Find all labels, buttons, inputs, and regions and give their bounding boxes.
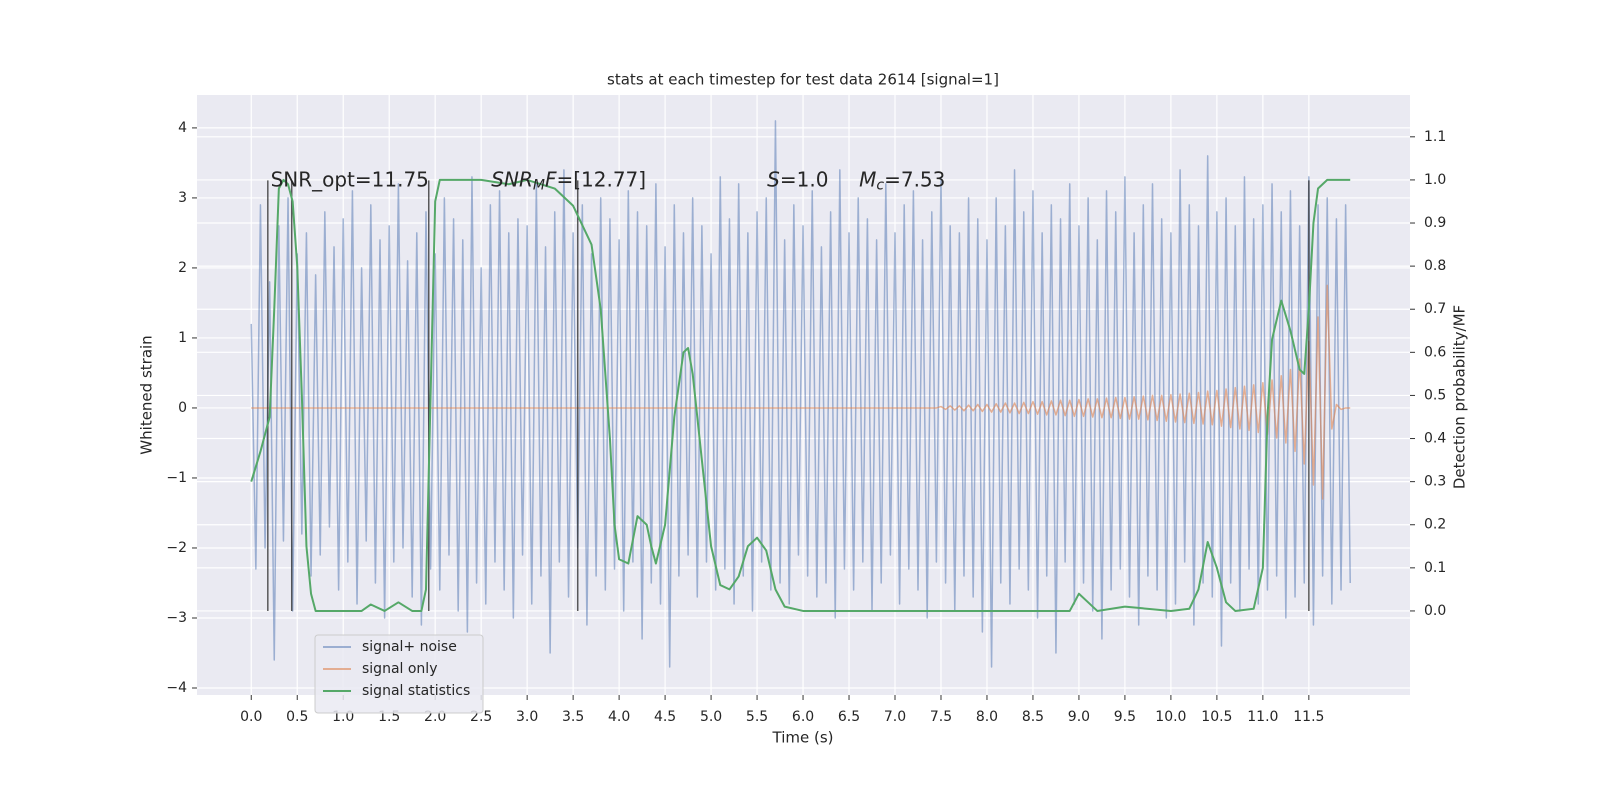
y2-tick-label: 0.3 [1424, 474, 1446, 490]
x-tick-label: 4.0 [608, 709, 630, 725]
annotation-part: SNR [491, 167, 533, 191]
annotation-part: =7.53 [884, 167, 945, 191]
y-tick-label: −3 [166, 610, 187, 626]
y-tick-label: 0 [178, 400, 187, 416]
y2-tick-label: 0.2 [1424, 517, 1446, 533]
y2-tick-label: 1.1 [1424, 129, 1446, 145]
annotation-part: c [876, 178, 884, 194]
y-tick-label: 4 [178, 120, 187, 136]
legend-label: signal+ noise [362, 639, 457, 655]
x-tick-label: 9.0 [1068, 709, 1090, 725]
y-tick-label: 1 [178, 330, 187, 346]
annotation: S=1.0 [767, 167, 828, 191]
x-tick-label: 4.5 [654, 709, 676, 725]
y2-tick-label: 0.1 [1424, 560, 1446, 576]
y2-tick-label: 1.0 [1424, 172, 1446, 188]
x-tick-label: 7.0 [884, 709, 906, 725]
y-tick-label: −1 [166, 470, 187, 486]
x-tick-label: 3.0 [516, 709, 538, 725]
x-tick-label: 7.5 [930, 709, 952, 725]
x-tick-label: 10.0 [1155, 709, 1186, 725]
annotation-part: =[12.77] [556, 167, 646, 191]
series-line [250, 120, 1351, 668]
annotation-part: M [533, 178, 545, 194]
annotation: SNR_opt=11.75 [271, 167, 429, 191]
x-tick-label: 11.0 [1247, 709, 1278, 725]
x-tick-label: 5.0 [700, 709, 722, 725]
legend-box [314, 634, 484, 714]
annotation-part: M [859, 167, 876, 191]
x-tick-label: 6.5 [838, 709, 860, 725]
x-tick-label: 11.5 [1293, 709, 1324, 725]
y-tick-label: 2 [178, 260, 187, 276]
y-tick-label: 3 [178, 190, 187, 206]
x-tick-label: 5.5 [746, 709, 768, 725]
x-tick-label: 10.5 [1201, 709, 1232, 725]
annotation: Mc=7.53 [859, 167, 945, 194]
y2-tick-label: 0.6 [1424, 344, 1446, 360]
annotation: SNRMF=[12.77] [491, 167, 646, 194]
legend-label: signal statistics [362, 683, 470, 699]
x-tick-label: 8.5 [1022, 709, 1044, 725]
x-axis-label: Time (s) [772, 729, 834, 747]
annotation-part: F [545, 167, 557, 191]
y-tick-label: −2 [166, 540, 187, 556]
y-axis-label: Whitened strain [138, 335, 156, 454]
annotation-part: S [767, 167, 780, 191]
x-tick-label: 8.0 [976, 709, 998, 725]
y2-tick-label: 0.0 [1424, 603, 1446, 619]
legend: signal+ noise signal only signal statistic… [314, 634, 484, 714]
y2-axis-label: Detection probability/MF [1451, 305, 1469, 489]
x-tick-label: 0.0 [240, 709, 262, 725]
y2-tick-label: 0.8 [1424, 258, 1446, 274]
x-tick-label: 6.0 [792, 709, 814, 725]
x-tick-label: 3.5 [562, 709, 584, 725]
x-tick-label: 0.5 [286, 709, 308, 725]
x-tick-label: 9.5 [1114, 709, 1136, 725]
y2-tick-label: 0.5 [1424, 387, 1446, 403]
annotation-part: SNR_opt=11.75 [271, 167, 429, 191]
series-line [251, 284, 1351, 500]
y2-tick-label: 0.4 [1424, 431, 1446, 447]
y-tick-label: −4 [166, 680, 187, 696]
y2-tick-label: 0.7 [1424, 301, 1446, 317]
legend-label: signal only [362, 661, 437, 677]
y2-tick-label: 0.9 [1424, 215, 1446, 231]
chart-title: stats at each timestep for test data 261… [607, 71, 999, 89]
series-line [250, 178, 1351, 612]
annotation-part: =1.0 [780, 167, 829, 191]
